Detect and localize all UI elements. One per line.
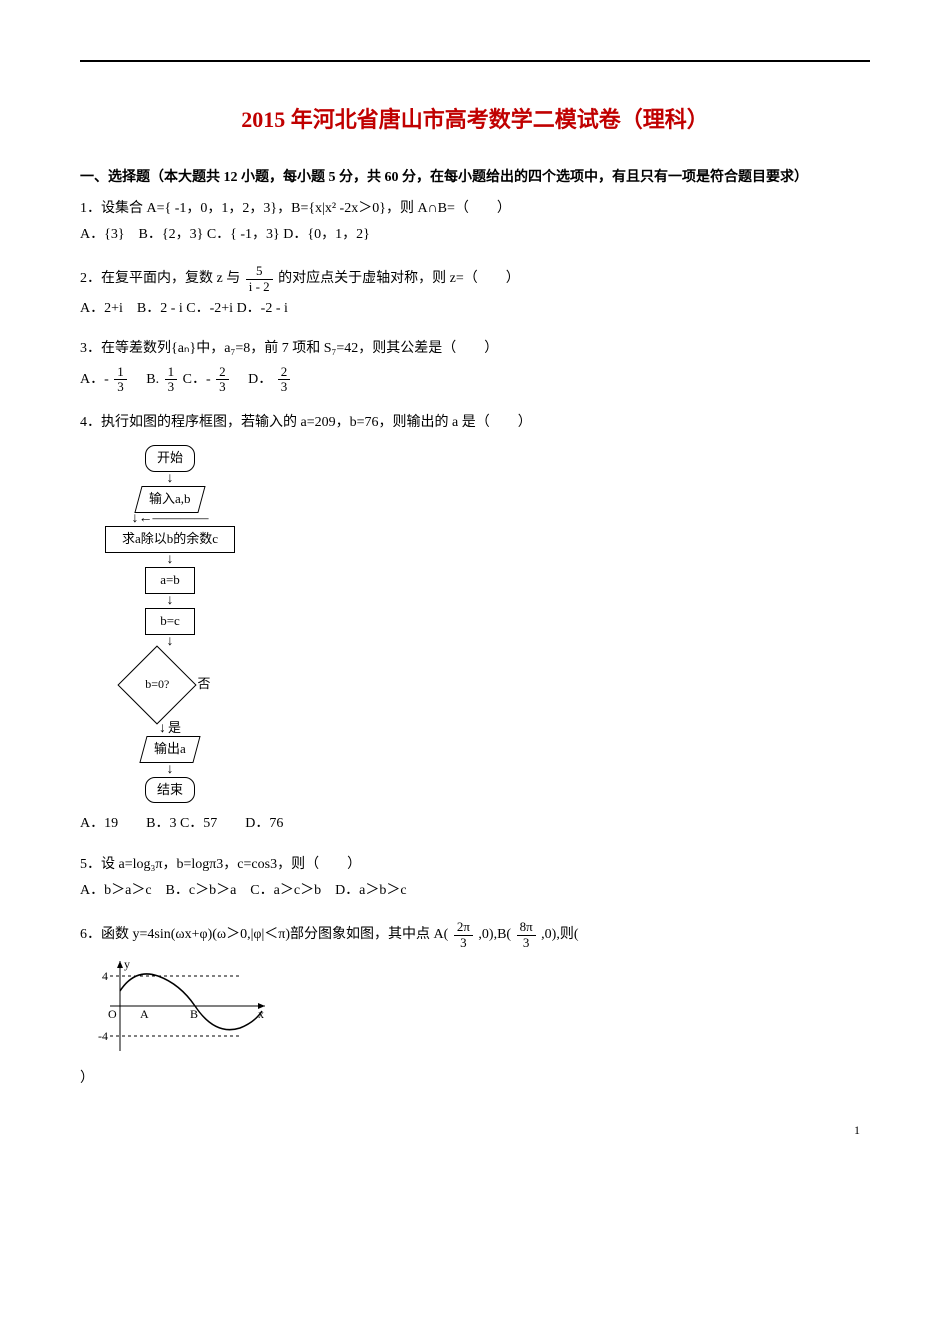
arrow-icon: ↓ — [167, 635, 174, 649]
ylabel-bot: -4 — [98, 1029, 108, 1043]
q6-mid: ,0),B( — [478, 927, 511, 942]
arrow-icon: ↓ — [167, 472, 174, 486]
question-4: 4．执行如图的程序框图，若输入的 a=209，b=76，则输出的 a 是（ ） … — [80, 412, 870, 835]
flow-start: 开始 — [145, 445, 195, 472]
q6-suffix: ,0),则( — [541, 927, 578, 942]
q2-text: 2．在复平面内，复数 z 与 5 i - 2 的对应点关于虚轴对称，则 z=（ … — [80, 264, 870, 294]
b-label: B — [190, 1007, 198, 1021]
header-rule — [80, 60, 870, 62]
flow-output: 输出a — [140, 736, 201, 763]
ylabel-top: 4 — [102, 969, 108, 983]
q1-text: 1．设集合 A={ -1，0，1，2，3}，B={x|x² -2x＞0}，则 A… — [80, 198, 870, 220]
q6-prefix: 6．函数 y=4sin(ωx+φ)(ω＞0,|φ|＜π)部分图象如图，其中点 A… — [80, 927, 448, 942]
flow-step3: b=c — [145, 608, 195, 635]
a-label: A — [140, 1007, 149, 1021]
arrow-icon: ↓ — [167, 553, 174, 567]
y-axis-label: y — [124, 957, 130, 971]
question-2: 2．在复平面内，复数 z 与 5 i - 2 的对应点关于虚轴对称，则 z=（ … — [80, 264, 870, 320]
q3-opt-c-label: C．- — [183, 372, 211, 387]
q6-close: ） — [80, 1068, 870, 1090]
q3-opt-a-label: A．- — [80, 372, 109, 387]
q1-options: A．{3} B．{2，3} C．{ -1，3} D．{0，1，2} — [80, 224, 870, 246]
q6-frac2: 8π 3 — [517, 920, 536, 950]
q2-prefix: 2．在复平面内，复数 z 与 — [80, 271, 240, 286]
q2-options: A．2+i B．2 - i C．-2+i D．-2 - i — [80, 298, 870, 320]
question-5: 5．设 a=log₃π，b=logπ3，c=cos3，则（ ） A．b＞a＞c … — [80, 854, 870, 903]
q3-frac-d: 2 3 — [278, 365, 291, 395]
question-3: 3．在等差数列{aₙ}中，a₇=8，前 7 项和 S₇=42，则其公差是（ ） … — [80, 338, 870, 394]
flow-condition: b=0? — [118, 645, 197, 724]
q2-fraction: 5 i - 2 — [246, 264, 273, 294]
q5-options: A．b＞a＞c B．c＞b＞a C．a＞c＞b D．a＞b＞c — [80, 880, 870, 902]
q6-text: 6．函数 y=4sin(ωx+φ)(ω＞0,|φ|＜π)部分图象如图，其中点 A… — [80, 920, 870, 950]
page-number: 1 — [80, 1121, 870, 1140]
sine-graph-svg: 4 -4 O A B x y — [90, 956, 270, 1056]
flow-input: 输入a,b — [135, 486, 206, 513]
arrow-icon: ↓ — [167, 763, 174, 777]
q3-frac-b: 1 3 — [165, 365, 178, 395]
flow-step1: 求a除以b的余数c — [105, 526, 235, 553]
flow-yes-label: 是 — [168, 720, 181, 735]
q5-text: 5．设 a=log₃π，b=logπ3，c=cos3，则（ ） — [80, 854, 870, 876]
origin-label: O — [108, 1007, 117, 1021]
question-1: 1．设集合 A={ -1，0，1，2，3}，B={x|x² -2x＞0}，则 A… — [80, 198, 870, 247]
arrow-icon: ↓是 — [159, 721, 181, 736]
question-6: 6．函数 y=4sin(ωx+φ)(ω＞0,|φ|＜π)部分图象如图，其中点 A… — [80, 920, 870, 1090]
flow-no-label: 否 — [197, 674, 210, 695]
flow-end: 结束 — [145, 777, 195, 804]
x-axis-label: x — [258, 1007, 264, 1021]
arrow-icon: ↓←―――― — [132, 512, 209, 526]
q4-text: 4．执行如图的程序框图，若输入的 a=209，b=76，则输出的 a 是（ ） — [80, 412, 870, 434]
q6-frac1: 2π 3 — [454, 920, 473, 950]
q3-frac-a: 1 3 — [114, 365, 127, 395]
flow-step2: a=b — [145, 567, 195, 594]
q3-options: A．- 1 3 B. 1 3 C．- 2 3 D． 2 3 — [80, 365, 870, 395]
q3-opt-b-label: B. — [146, 372, 159, 387]
q2-suffix: 的对应点关于虚轴对称，则 z=（ ） — [278, 271, 520, 286]
q3-text: 3．在等差数列{aₙ}中，a₇=8，前 7 项和 S₇=42，则其公差是（ ） — [80, 338, 870, 360]
q3-frac-c: 2 3 — [216, 365, 229, 395]
flowchart: 开始 ↓ 输入a,b ↓←―――― 求a除以b的余数c ↓ a=b ↓ b=c … — [100, 445, 870, 804]
q3-opt-d-label: D． — [248, 372, 272, 387]
section-header: 一、选择题（本大题共 12 小题，每小题 5 分，共 60 分，在每小题给出的四… — [80, 167, 870, 189]
page-title: 2015 年河北省唐山市高考数学二模试卷（理科） — [80, 102, 870, 137]
q4-options: A．19 B．3 C．57 D．76 — [80, 813, 870, 835]
q6-graph: 4 -4 O A B x y — [90, 956, 870, 1064]
arrow-icon: ↓ — [167, 594, 174, 608]
